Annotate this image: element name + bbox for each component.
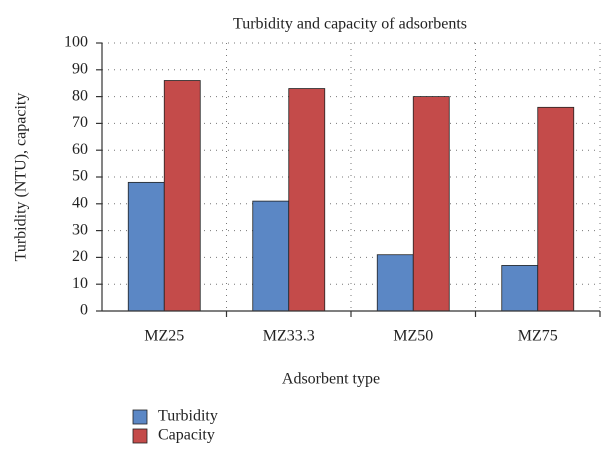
bar — [288, 88, 326, 312]
chart-title: Turbidity and capacity of adsorbents — [233, 16, 467, 33]
y-tick-label: 40 — [72, 194, 88, 211]
y-tick-label: 100 — [64, 34, 88, 51]
x-tick-label: MZ50 — [393, 328, 433, 345]
bar — [163, 80, 201, 312]
y-tick-label: 20 — [72, 248, 88, 265]
x-axis-label: Adsorbent type — [282, 371, 380, 388]
legend-label: Capacity — [158, 427, 215, 444]
bar — [412, 96, 450, 312]
y-tick-label: 70 — [72, 114, 88, 131]
bar — [127, 181, 165, 312]
y-tick-label: 0 — [80, 302, 88, 319]
bar — [376, 254, 414, 312]
legend-swatch — [132, 428, 148, 444]
legend-swatch — [132, 409, 148, 425]
y-axis-label: Turbidity (NTU), capacity — [13, 93, 30, 262]
y-tick-label: 90 — [72, 60, 88, 77]
y-tick-label: 50 — [72, 168, 88, 185]
bar — [537, 106, 575, 312]
y-tick-label: 30 — [72, 221, 88, 238]
y-tick-label: 10 — [72, 275, 88, 292]
bar — [252, 200, 290, 312]
x-tick-label: MZ75 — [518, 328, 558, 345]
legend-label: Turbidity — [158, 408, 218, 425]
x-tick-label: MZ33.3 — [263, 328, 315, 345]
y-tick-label: 80 — [72, 87, 88, 104]
y-tick-label: 60 — [72, 141, 88, 158]
x-tick-label: MZ25 — [144, 328, 184, 345]
bar — [501, 265, 539, 312]
